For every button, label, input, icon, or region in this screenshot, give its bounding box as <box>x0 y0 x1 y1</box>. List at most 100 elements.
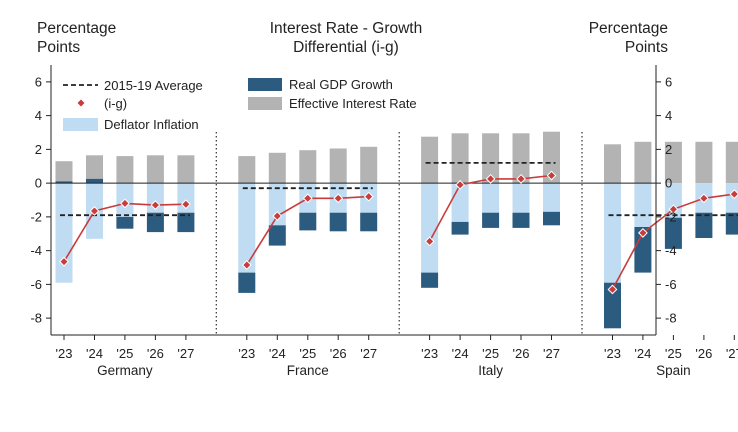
gdp-bar-2-2 <box>482 212 500 228</box>
ig-point-1-2 <box>302 193 313 204</box>
gdp-bar-1-4 <box>360 212 378 232</box>
gdp-bar-3-0 <box>604 282 621 329</box>
deflator-bar-2-3 <box>512 183 530 213</box>
right-y-tick-label-5: 2 <box>665 142 672 157</box>
interest-rate-bar-0-2 <box>116 156 134 184</box>
ig-point-3-0 <box>607 284 618 295</box>
ig-point-1-3 <box>333 193 344 204</box>
legend-deflator-swatch <box>63 118 98 131</box>
interest-rate-bar-1-1 <box>268 152 286 184</box>
x-tick-label-1-3: '26 <box>330 346 347 361</box>
ig-point-0-0 <box>59 256 69 267</box>
x-tick-label-3-4: '27 <box>726 346 738 361</box>
x-tick-label-0-1: '24 <box>86 346 103 361</box>
deflator-bar-3-1 <box>634 183 652 227</box>
ig-point-3-2 <box>668 204 679 215</box>
x-tick-label-3-2: '25 <box>665 346 682 361</box>
gdp-bar-2-4 <box>543 211 560 226</box>
ig-point-0-1 <box>89 206 100 216</box>
x-tick-label-1-2: '25 <box>299 346 316 361</box>
left-axis-label: Percentage Points <box>37 20 116 56</box>
interest-rate-bar-2-2 <box>482 133 500 184</box>
interest-rate-bar-3-1 <box>634 141 652 184</box>
x-tick-label-0-3: '26 <box>147 346 164 361</box>
ig-point-3-3 <box>698 193 709 204</box>
ig-point-3-4 <box>729 189 738 200</box>
deflator-bar-0-4 <box>177 183 195 213</box>
right-y-tick-label-2: -4 <box>665 243 677 258</box>
interest-rate-bar-3-0 <box>604 144 621 184</box>
gdp-bar-0-3 <box>146 212 164 233</box>
interest-rate-bar-0-1 <box>86 155 103 184</box>
ig-point-2-2 <box>485 173 496 184</box>
legend-ig-diamond <box>76 98 86 108</box>
legend-ig-swatch <box>76 98 86 108</box>
legend-interest-swatch <box>248 97 282 110</box>
interest-rate-bar-0-4 <box>177 155 195 184</box>
gdp-bar-2-1 <box>451 221 469 235</box>
right-y-tick-label-1: -6 <box>665 277 677 292</box>
group-label-3: Spain <box>656 363 691 378</box>
legend-gdp-label: Real GDP Growth <box>289 77 393 92</box>
right-y-tick-label-0: -8 <box>665 311 677 326</box>
right-y-tick-label-3: -2 <box>665 209 677 224</box>
gdp-bar-0-1 <box>86 178 103 184</box>
interest-rate-bar-2-1 <box>451 133 469 184</box>
gdp-bar-3-1 <box>634 227 652 273</box>
ig-point-3-1 <box>638 227 648 238</box>
ig-point-0-4 <box>180 199 191 210</box>
right-y-tick-label-6: 4 <box>665 108 672 123</box>
right-y-tick-label-4: 0 <box>665 176 672 191</box>
deflator-bar-1-0 <box>238 183 256 273</box>
left-y-tick-label-2: -4 <box>30 243 42 258</box>
ig-point-0-2 <box>120 198 130 209</box>
gdp-bar-0-4 <box>177 212 195 233</box>
legend-gdp-swatch <box>248 78 282 91</box>
right-axis-label: Percentage Points <box>589 20 669 56</box>
x-tick-label-2-4: '27 <box>543 346 560 361</box>
x-tick-label-3-3: '26 <box>695 346 712 361</box>
interest-rate-bar-2-0 <box>421 136 439 184</box>
right-axis-label-line-2: Points <box>625 39 668 56</box>
interest-rate-bar-3-4 <box>725 141 738 184</box>
gdp-bar-1-1 <box>268 225 286 246</box>
interest-rate-bar-2-4 <box>543 131 560 184</box>
left-axis-label-line-1: Percentage <box>37 20 116 37</box>
left-y-tick-label-0: -8 <box>30 311 42 326</box>
x-tick-label-2-2: '25 <box>482 346 499 361</box>
deflator-bar-2-0 <box>421 183 439 273</box>
legend-avg-label: 2015-19 Average <box>104 78 203 93</box>
gdp-bar-0-2 <box>116 216 134 229</box>
deflator-bar-3-0 <box>604 183 621 283</box>
x-tick-label-1-4: '27 <box>360 346 377 361</box>
right-axis-label-line-1: Percentage <box>589 20 668 37</box>
legend-interest-label: Effective Interest Rate <box>289 96 417 111</box>
interest-rate-bar-0-3 <box>146 155 164 184</box>
gdp-bar-1-3 <box>329 212 347 232</box>
left-y-tick-label-5: 2 <box>35 142 42 157</box>
right-y-tick-label-7: 6 <box>665 74 672 89</box>
ig-point-1-0 <box>241 260 252 270</box>
group-label-0: Germany <box>97 363 153 378</box>
chart-title-line-2: Differential (i-g) <box>293 39 399 56</box>
gdp-bar-1-2 <box>299 212 317 231</box>
left-y-tick-label-1: -6 <box>30 277 42 292</box>
gdp-bar-3-3 <box>695 212 713 238</box>
left-axis-label-line-2: Points <box>37 39 80 56</box>
x-tick-label-2-0: '23 <box>421 346 438 361</box>
gdp-bar-0-0 <box>55 181 73 184</box>
deflator-bar-2-4 <box>543 183 560 212</box>
ig-point-2-3 <box>516 173 526 184</box>
chart-title-line-1: Interest Rate - Growth <box>270 20 422 37</box>
interest-rate-bar-1-3 <box>329 148 347 184</box>
gdp-bar-1-0 <box>238 272 256 293</box>
deflator-bar-1-1 <box>268 183 286 226</box>
left-y-tick-label-6: 4 <box>35 108 42 123</box>
group-label-1: France <box>287 363 329 378</box>
deflator-bar-2-2 <box>482 183 500 213</box>
interest-rate-bar-2-3 <box>512 133 530 184</box>
ig-point-2-4 <box>546 170 557 181</box>
interest-rate-bar-1-4 <box>360 146 378 184</box>
